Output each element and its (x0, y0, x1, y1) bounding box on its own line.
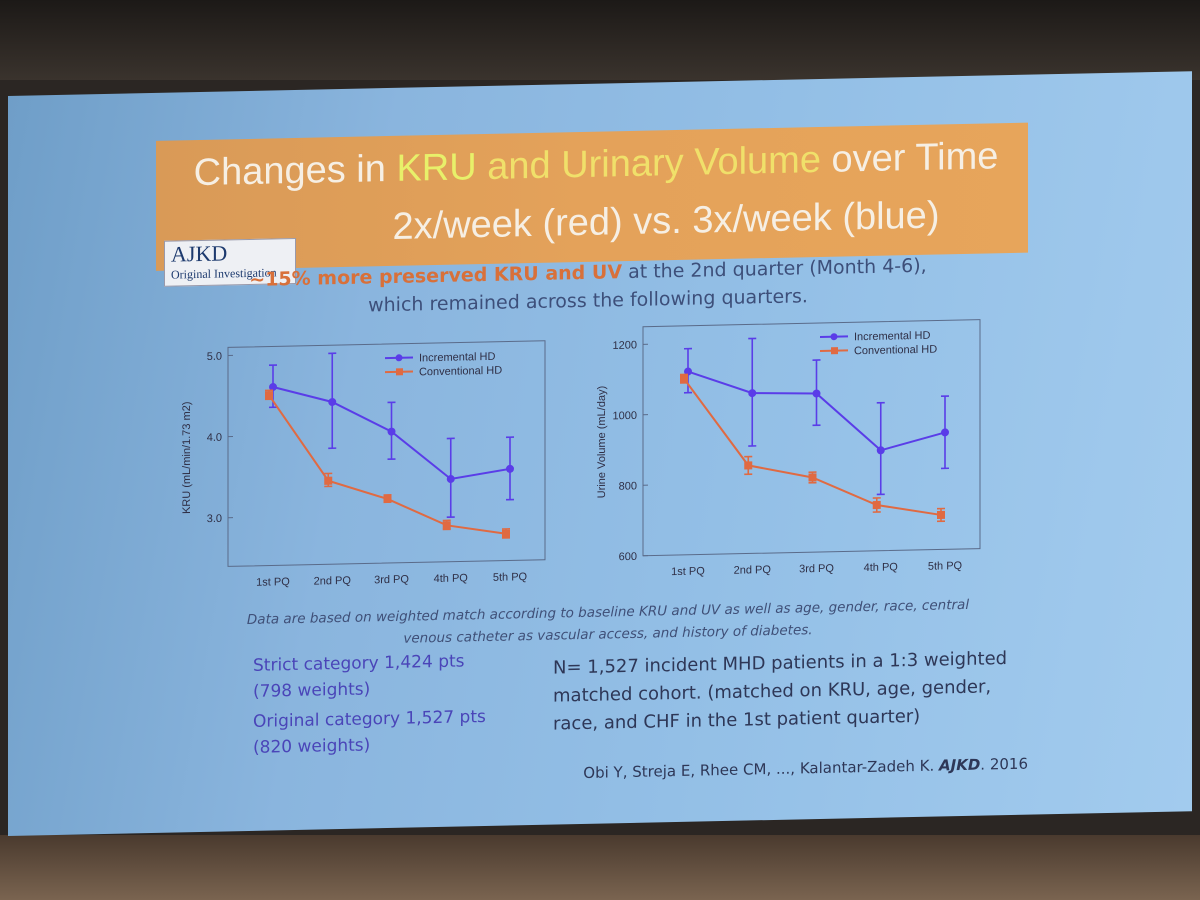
uv-chart-svg: 1200 1000 800 600 1st PQ 2nd PQ 3rd PQ 4th PQ 5t… (596, 319, 981, 578)
title-part1: Changes in (193, 147, 397, 195)
data-point (808, 473, 817, 482)
strict-category-weights: (798 weights) (253, 679, 371, 702)
data-point (502, 529, 510, 538)
original-category: Original category 1,527 pts (820 weights… (253, 704, 486, 761)
legend-label: Incremental HD (854, 330, 930, 344)
wall-top (0, 0, 1200, 80)
logo-name: AJKD (171, 240, 228, 267)
uv-chart: 1200 1000 800 600 1st PQ 2nd PQ 3rd PQ 4th PQ 5t… (588, 311, 988, 594)
y-tick-label: 4.0 (207, 432, 222, 444)
data-point (937, 510, 945, 520)
y-tick-label: 1200 (613, 339, 637, 352)
legend-marker (831, 347, 838, 355)
data-point (442, 521, 451, 530)
strict-category-label: Strict category 1,424 pts (253, 651, 465, 676)
kru-chart-svg: 5.0 4.0 3.0 1st PQ 2nd PQ 3rd PQ 4th PQ 5th PQ K… (181, 340, 546, 589)
data-point (941, 428, 949, 437)
cohort-description: N= 1,527 incident MHD patients in a 1:3 … (553, 645, 1023, 739)
y-tick-label: 800 (619, 480, 637, 492)
slide-subtitle-frequency: 2x/week (red) vs. 3x/week (blue) (392, 194, 940, 248)
legend-marker (396, 368, 403, 376)
strict-category: Strict category 1,424 pts (798 weights) (253, 648, 465, 704)
legend-label: Incremental HD (419, 351, 495, 365)
x-tick-label: 3rd PQ (374, 574, 409, 587)
plot-frame (642, 319, 981, 557)
data-point (872, 500, 881, 510)
data-point (383, 494, 392, 504)
legend-marker (830, 333, 838, 341)
x-tick-label: 2nd PQ (314, 575, 352, 588)
x-tick-label: 3rd PQ (799, 563, 834, 576)
data-point (328, 397, 337, 406)
original-category-label: Original category 1,527 pts (253, 706, 486, 732)
y-tick-label: 1000 (613, 410, 637, 423)
x-tick-label: 4th PQ (864, 561, 899, 574)
series-line (683, 378, 942, 516)
y-axis-label: KRU (mL/min/1.73 m2) (181, 401, 193, 514)
x-tick-label: 1st PQ (671, 565, 705, 578)
data-point (680, 374, 688, 383)
legend-label: Conventional HD (854, 344, 937, 358)
x-tick-label: 5th PQ (928, 560, 963, 573)
kru-chart: 5.0 4.0 3.0 1st PQ 2nd PQ 3rd PQ 4th PQ 5th PQ K… (173, 333, 553, 606)
x-tick-label: 4th PQ (434, 572, 469, 585)
data-point (744, 461, 753, 470)
y-tick-label: 5.0 (207, 351, 222, 363)
data-point (324, 476, 333, 485)
plot-frame (227, 340, 546, 567)
data-point (812, 389, 821, 398)
data-point (506, 464, 514, 473)
title-banner: Changes in KRU and Urinary Volume over T… (156, 122, 1028, 287)
x-tick-label: 2nd PQ (734, 564, 772, 577)
legend-marker (395, 354, 403, 362)
series-line (268, 394, 507, 535)
data-point (684, 367, 692, 376)
y-tick-label: 600 (619, 551, 637, 563)
title-and: and (476, 144, 562, 189)
x-tick-label: 5th PQ (493, 571, 528, 584)
citation: Obi Y, Streja E, Rhee CM, ..., Kalantar-… (508, 755, 1028, 784)
data-point (876, 446, 885, 455)
title-kru: KRU (396, 146, 477, 190)
data-point (446, 474, 455, 483)
citation-year: . 2016 (980, 754, 1028, 774)
citation-authors: Obi Y, Streja E, Rhee CM, ..., Kalantar-… (583, 756, 940, 782)
y-tick-label: 3.0 (207, 513, 222, 525)
data-point (387, 427, 396, 436)
citation-journal: AJKD (939, 755, 981, 775)
y-axis-label: Urine Volume (mL/day) (596, 386, 608, 499)
original-category-weights: (820 weights) (253, 735, 371, 758)
data-point (265, 391, 273, 400)
wall-bottom (0, 835, 1200, 900)
x-tick-label: 1st PQ (256, 576, 290, 589)
title-part2: over Time (820, 135, 999, 181)
legend-label: Conventional HD (419, 365, 502, 379)
slide-title: Changes in KRU and Urinary Volume over T… (166, 135, 1026, 196)
data-point (269, 383, 277, 392)
projected-slide: Changes in KRU and Urinary Volume over T… (8, 71, 1192, 837)
data-point (748, 389, 757, 398)
title-uv: Urinary Volume (561, 138, 821, 187)
